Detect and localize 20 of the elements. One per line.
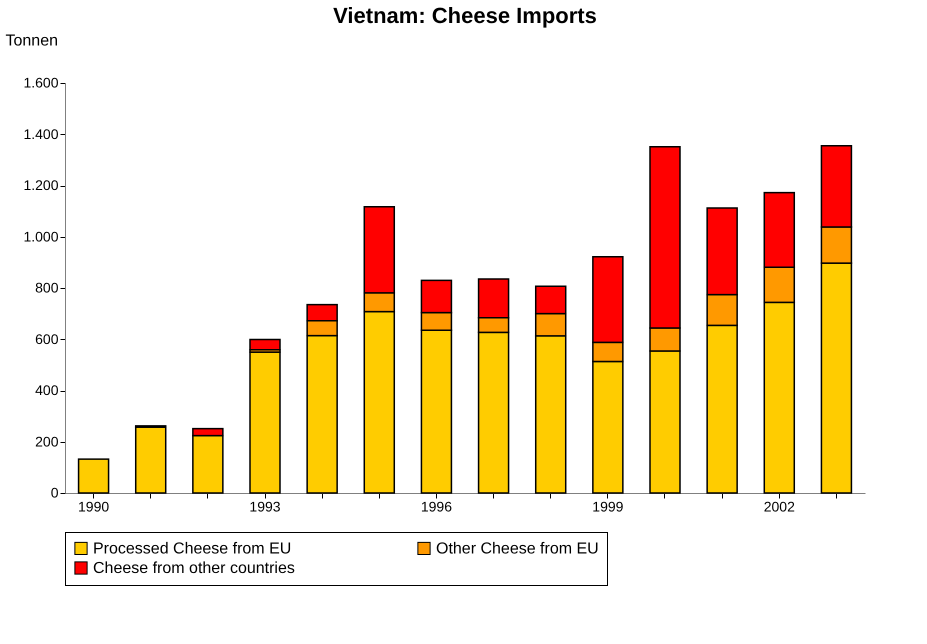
y-tick-label: 400 xyxy=(35,382,59,398)
y-axis-title: Tonnen xyxy=(6,32,58,50)
x-tick-label: 1990 xyxy=(78,498,110,514)
x-tick-label: 1999 xyxy=(592,498,624,514)
y-tick-label: 1.000 xyxy=(23,228,59,244)
x-tick-label: 1996 xyxy=(420,498,452,514)
x-tick-label: 2002 xyxy=(764,498,796,514)
legend-label: Other Cheese from EU xyxy=(436,540,599,558)
y-tick-label: 600 xyxy=(35,330,59,347)
chart-title: Vietnam: Cheese Imports xyxy=(333,3,597,28)
y-tick-label: 1.200 xyxy=(23,177,59,193)
y-tick-label: 1.600 xyxy=(23,74,59,90)
legend-label: Cheese from other countries xyxy=(93,560,295,577)
y-tick-label: 800 xyxy=(35,280,59,296)
x-tick-label: 1993 xyxy=(249,498,281,514)
y-tick-label: 1.400 xyxy=(23,126,59,142)
y-tick-label: 0 xyxy=(50,484,59,500)
legend-label: Processed Cheese from EU xyxy=(93,540,292,558)
bar xyxy=(249,338,281,351)
y-tick-label: 200 xyxy=(35,433,59,450)
